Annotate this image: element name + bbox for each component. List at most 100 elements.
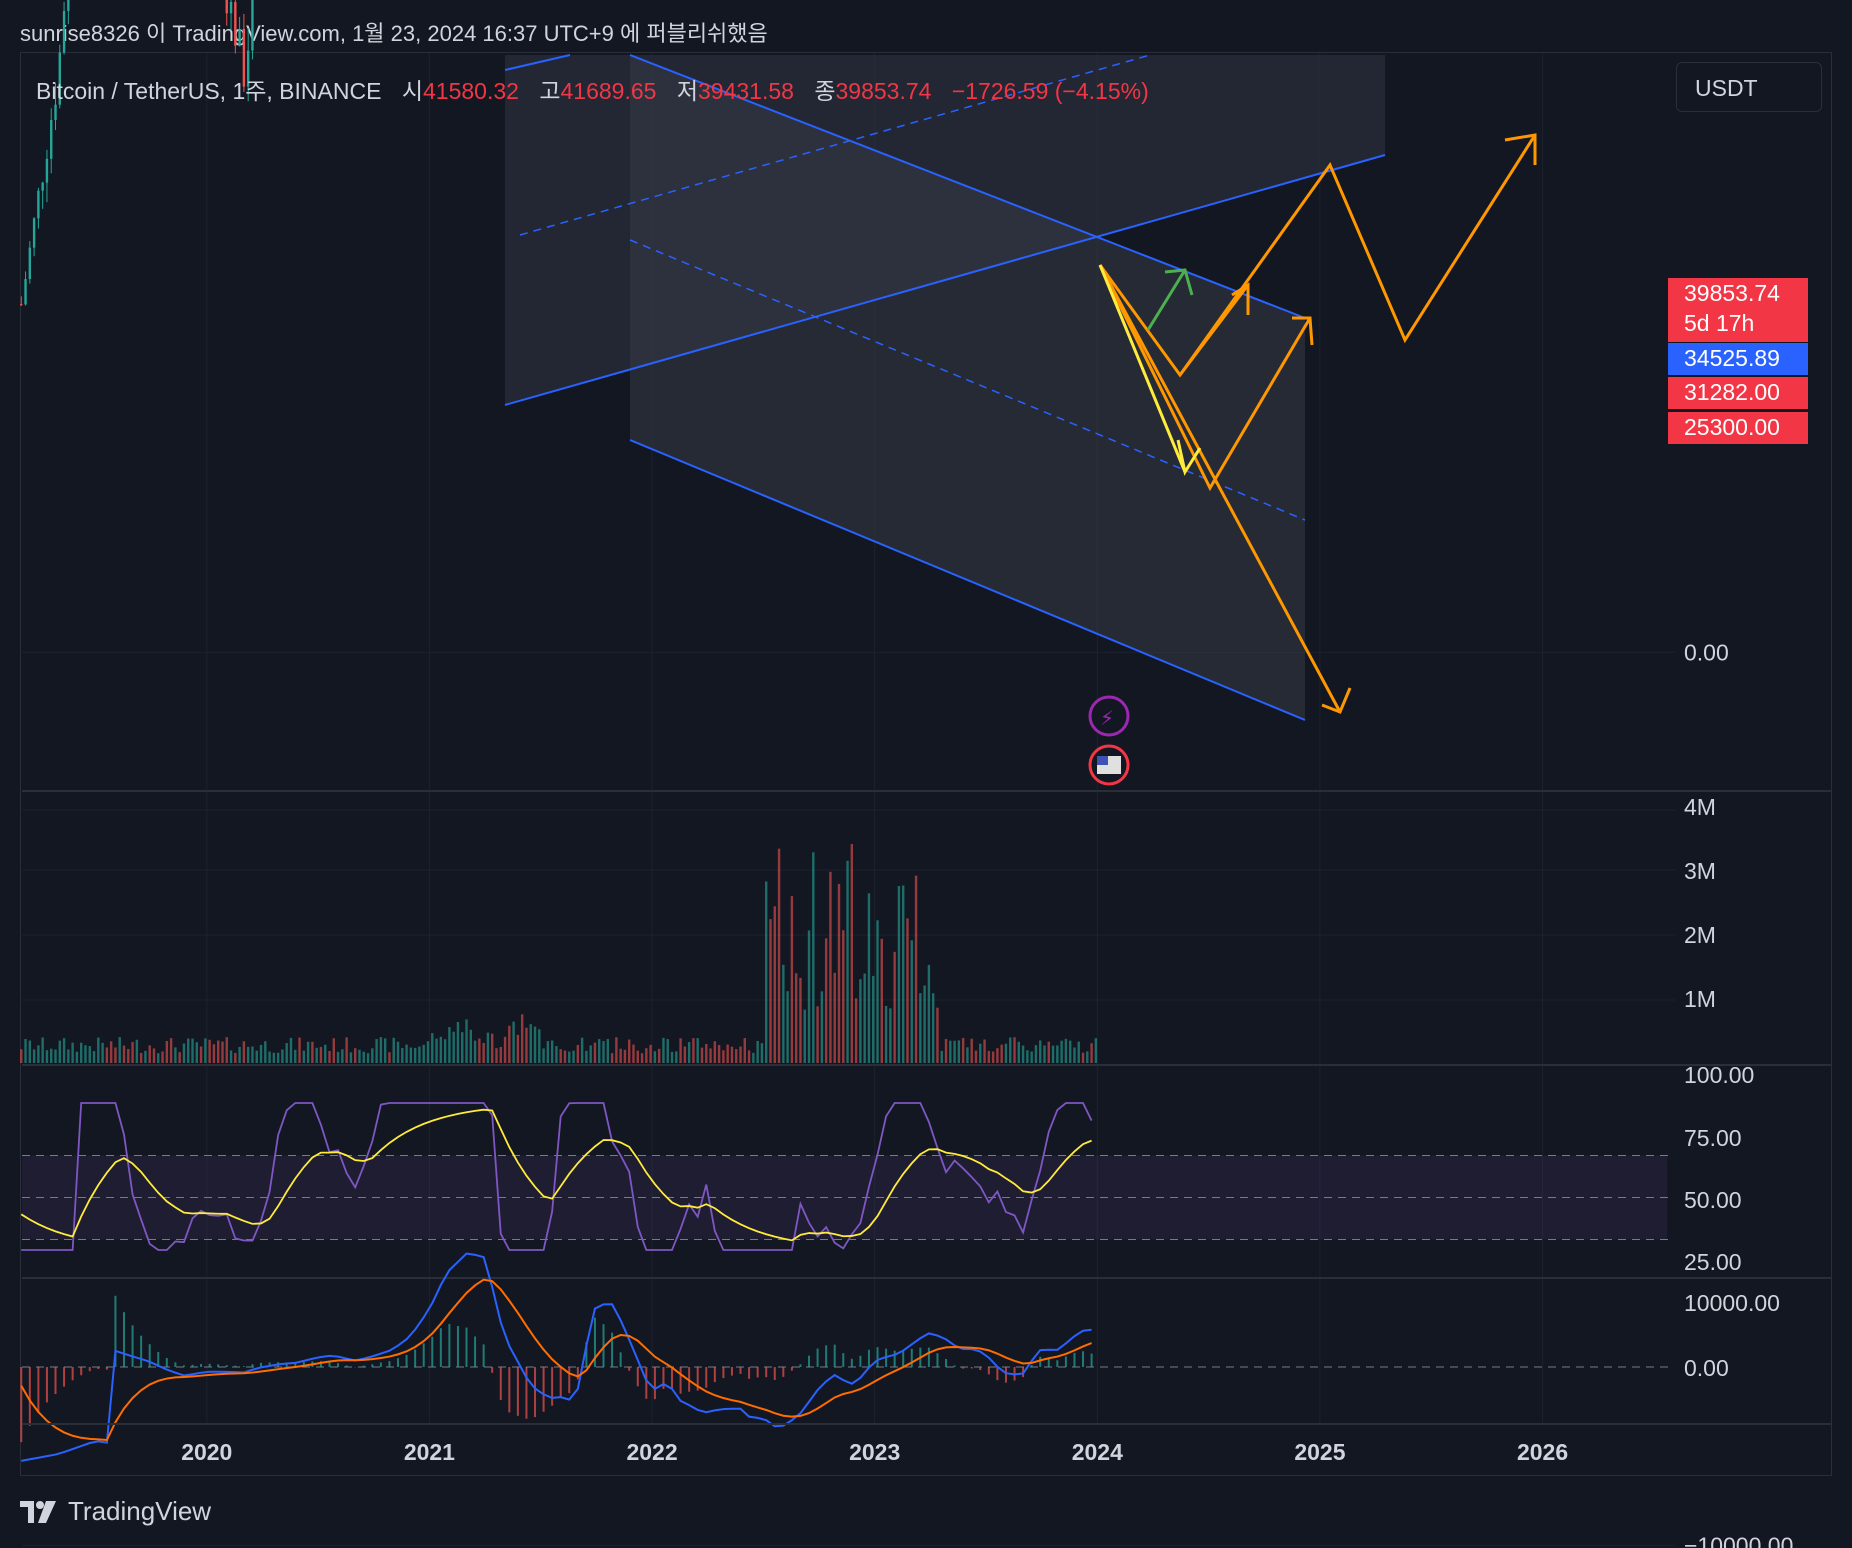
- candle-body: [37, 190, 40, 219]
- volume-bar: [238, 1046, 241, 1063]
- volume-bar: [769, 919, 772, 1063]
- candle-body: [41, 182, 44, 191]
- volume-bar: [336, 1051, 340, 1063]
- volume-bar: [84, 1045, 87, 1063]
- volume-bar: [319, 1046, 323, 1063]
- red-level-tag-1: 31282.00: [1668, 377, 1808, 409]
- volume-bar: [645, 1048, 648, 1063]
- footer-brand: TradingView: [68, 1496, 212, 1526]
- volume-bar: [225, 1037, 228, 1063]
- volume-bar: [662, 1037, 665, 1063]
- volume-bar: [1060, 1040, 1063, 1063]
- volume-bar: [640, 1053, 644, 1063]
- volume-bar: [906, 918, 909, 1063]
- volume-bar: [636, 1050, 639, 1063]
- volume-bar: [666, 1039, 669, 1063]
- currency-button[interactable]: USDT: [1676, 62, 1822, 112]
- grid-lines: [22, 53, 1675, 1546]
- volume-bar: [837, 883, 841, 1063]
- volume-bar: [812, 852, 815, 1063]
- volume-bar: [1017, 1041, 1021, 1063]
- volume-bar: [409, 1047, 413, 1063]
- volume-bar: [88, 1046, 91, 1063]
- volume-bar: [97, 1037, 100, 1063]
- volume-bar: [726, 1044, 729, 1063]
- volume-bar: [315, 1047, 318, 1063]
- volume-bar: [670, 1051, 674, 1063]
- candle-body: [242, 29, 246, 87]
- volume-bar: [867, 893, 871, 1063]
- volume-bar: [687, 1041, 691, 1063]
- rising-channel-lower: [504, 154, 1386, 406]
- volume-bar: [298, 1037, 301, 1063]
- candle-body: [32, 218, 36, 248]
- volume-bar: [135, 1039, 139, 1063]
- volume-bar: [473, 1040, 477, 1063]
- volume-bar: [461, 1032, 464, 1063]
- volume-bar: [469, 1029, 472, 1063]
- volume-bar: [499, 1046, 502, 1063]
- arrow-head-a: [1231, 282, 1250, 315]
- volume-bar: [1000, 1044, 1003, 1063]
- volume-bar: [893, 951, 896, 1063]
- volume-bar: [422, 1044, 425, 1063]
- volume-bar: [118, 1037, 121, 1063]
- volume-bar: [405, 1044, 408, 1063]
- volume-bar: [1086, 1051, 1089, 1063]
- arrow-head-c: [1321, 687, 1352, 714]
- volume-bar: [657, 1048, 661, 1063]
- volume-bar: [157, 1053, 160, 1063]
- time-axis-label: 2020: [181, 1439, 232, 1465]
- volume-axis-label: 2M: [1684, 922, 1716, 948]
- last-price-tag: 39853.74 5d 17h: [1668, 278, 1808, 342]
- volume-bar: [739, 1046, 742, 1063]
- volume-bar: [448, 1027, 451, 1063]
- volume-bar: [366, 1053, 370, 1063]
- volume-bar: [285, 1043, 288, 1063]
- volume-bar: [765, 881, 768, 1063]
- volume-bar: [692, 1038, 695, 1063]
- volume-bar: [850, 844, 854, 1063]
- symbol-legend: Bitcoin / TetherUS, 1주, BINANCE 시41580.3…: [36, 72, 1149, 106]
- rsi-axis-label: 50.00: [1684, 1187, 1742, 1213]
- volume-bar: [1081, 1052, 1085, 1063]
- volume-bar: [144, 1050, 147, 1063]
- volume-bar: [75, 1051, 79, 1063]
- volume-bar: [889, 1008, 892, 1063]
- volume-bar: [816, 1006, 819, 1063]
- volume-bar: [452, 1031, 455, 1063]
- volume-bar: [491, 1033, 494, 1063]
- volume-bar: [114, 1047, 117, 1063]
- candle-body: [54, 104, 57, 121]
- volume-bar: [550, 1040, 554, 1063]
- volume-bar: [122, 1045, 126, 1063]
- volume-bar: [401, 1047, 404, 1063]
- volume-bar: [354, 1048, 357, 1063]
- volume-bar: [884, 1005, 888, 1063]
- volume-bar: [820, 991, 824, 1063]
- volume-bar: [735, 1049, 738, 1063]
- volume-bar: [653, 1051, 657, 1063]
- symbol-name: Bitcoin / TetherUS, 1주, BINANCE: [36, 78, 382, 104]
- rising-channel-mid: [519, 54, 1151, 236]
- volume-bar: [1026, 1050, 1029, 1063]
- volume-bar: [495, 1048, 498, 1063]
- volume-bar: [1064, 1038, 1068, 1063]
- volume-bar: [28, 1040, 32, 1063]
- volume-bar: [743, 1038, 747, 1063]
- lightning-glyph: ⚡: [1100, 708, 1114, 730]
- volume-bar: [589, 1045, 592, 1063]
- time-axis-label: 2022: [626, 1439, 677, 1465]
- volume-bar: [516, 1034, 520, 1063]
- volume-bar: [251, 1046, 254, 1063]
- tradingview-footer[interactable]: TradingView: [20, 1496, 211, 1527]
- price-axis-label: 0.00: [1684, 639, 1729, 665]
- rsi-ma-line: [20, 1108, 1092, 1242]
- last-price-value: 39853.74: [1684, 280, 1780, 306]
- macd-axis-label: 0.00: [1684, 1355, 1729, 1381]
- volume-bar: [940, 1050, 943, 1063]
- low-label: 저: [676, 78, 698, 104]
- volume-bar: [54, 1049, 57, 1063]
- volume-bar: [1039, 1040, 1042, 1063]
